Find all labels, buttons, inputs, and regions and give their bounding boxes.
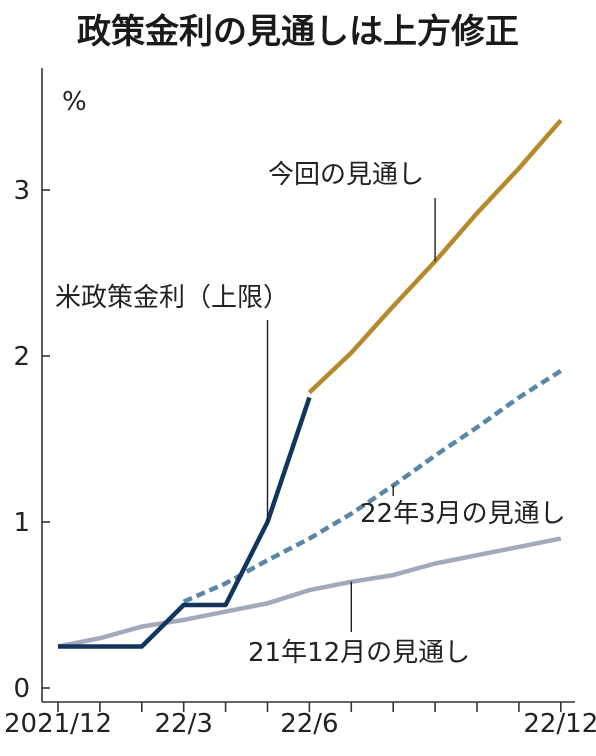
series-annotation-label: 今回の見通し xyxy=(268,160,424,190)
chart-title: 政策金利の見通しは上方修正 xyxy=(77,12,519,52)
y-tick-label: 2 xyxy=(13,342,30,372)
series-line xyxy=(58,396,312,649)
y-tick-label: 0 xyxy=(13,674,30,704)
y-tick-label: 1 xyxy=(13,508,30,538)
series-line xyxy=(57,536,562,649)
series-annotation-label: 21年12月の見通し xyxy=(248,638,470,668)
x-tick-label: 22/6 xyxy=(280,709,338,739)
axes: % 0 1 2 3 2021/12 22/3 22/6 22/12 xyxy=(4,68,596,739)
series-layer xyxy=(57,118,563,649)
series-line xyxy=(307,118,563,395)
series-annotation-label: 米政策金利（上限） xyxy=(55,283,289,313)
x-tick-label: 22/3 xyxy=(155,709,213,739)
series-line xyxy=(182,369,563,604)
series-annotation-label: 22年3月の見通し xyxy=(360,499,566,529)
y-tick-label: 3 xyxy=(13,176,30,206)
x-tick-label: 2021/12 xyxy=(4,709,112,739)
x-tick-label: 22/12 xyxy=(523,709,596,739)
y-axis-unit-label: % xyxy=(62,87,87,117)
